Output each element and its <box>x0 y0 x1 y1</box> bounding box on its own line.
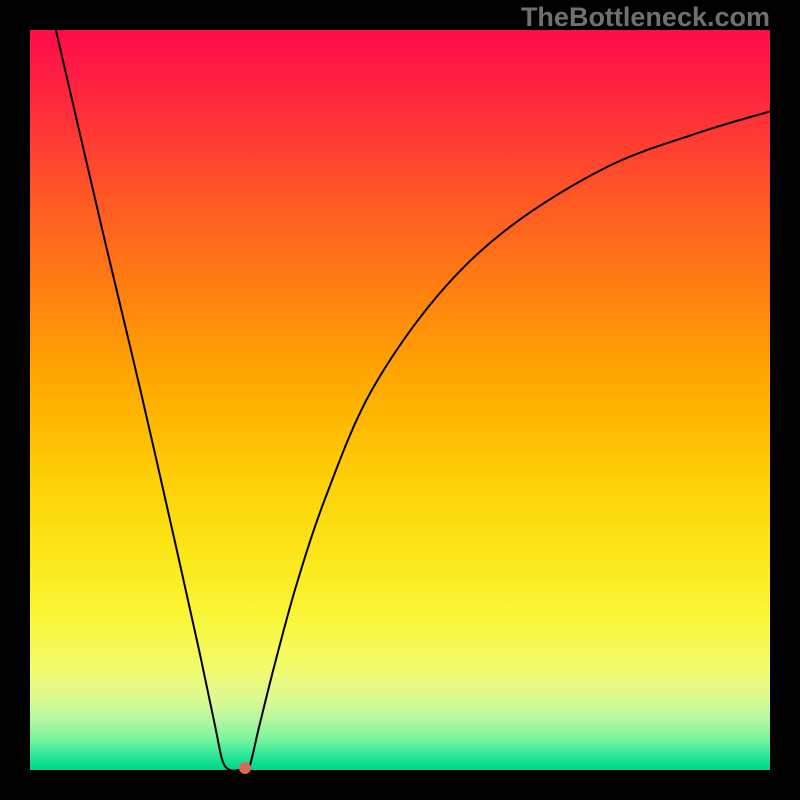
chart-container: TheBottleneck.com <box>0 0 800 800</box>
curve-path <box>56 30 770 770</box>
plot-area <box>30 30 770 770</box>
watermark-text: TheBottleneck.com <box>521 2 770 33</box>
watermark-label: TheBottleneck.com <box>521 2 770 32</box>
optimum-marker <box>239 762 251 774</box>
bottleneck-curve <box>30 30 770 770</box>
